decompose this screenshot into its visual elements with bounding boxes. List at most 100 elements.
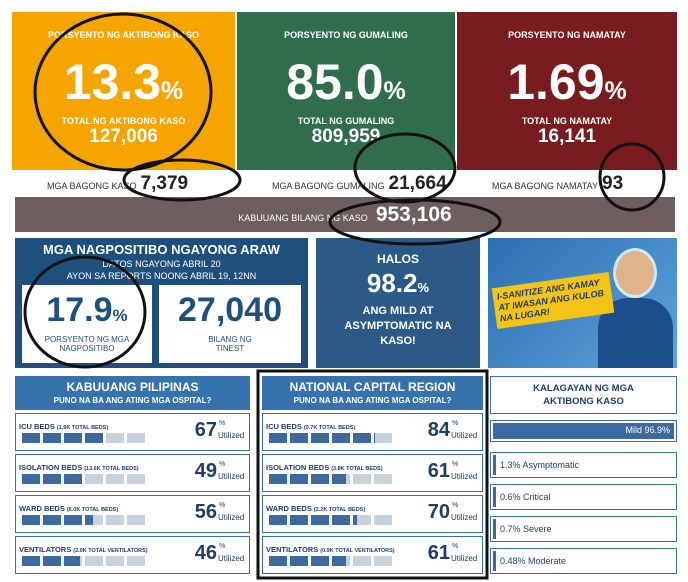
utilized-label: Utilized	[451, 554, 478, 563]
mild-prefix: HALOS	[377, 252, 419, 266]
bar-track	[269, 433, 395, 443]
row-label: VENTILATORS (0.9K TOTAL VENTILATORS)	[266, 539, 395, 557]
value: 98.2	[366, 268, 418, 298]
status-title: KALAGAYAN NG MGA AKTIBONG KASO	[533, 383, 634, 407]
row-label: ICU BEDS (0.7K TOTAL BEDS)	[266, 416, 355, 434]
bar-fill	[269, 556, 346, 566]
new-cases: MGA BAGONG KASO 7,379	[47, 170, 230, 197]
bar-fill	[269, 474, 346, 484]
summary-heading: PORSYENTO NG AKTIBONG KASO	[47, 30, 199, 40]
status-stripe	[493, 455, 496, 475]
status-item: 0.6% Critical	[490, 484, 677, 510]
bar-track	[269, 474, 395, 484]
row-name: ICU BEDS	[266, 422, 302, 431]
new-cases: MGA BAGONG GUMALING 21,664	[272, 170, 450, 197]
utilized-label: Utilized	[218, 472, 245, 481]
big-value: 98.2%	[316, 268, 480, 299]
poster-face	[613, 248, 657, 298]
percent-sign: %	[452, 543, 459, 550]
value: 85.0	[286, 54, 384, 110]
utilized: 56% Utilized	[189, 501, 249, 531]
percent-sign: %	[604, 77, 627, 105]
row-label: WARD BEDS (2.2K TOTAL BEDS)	[266, 498, 365, 516]
bar-fill	[269, 433, 375, 443]
value: 17.9	[46, 291, 113, 329]
utilized: 67% Utilized	[189, 419, 249, 449]
summary-box: PORSYENTO NG NAMATAY 1.69% TOTAL NG NAMATA…	[457, 12, 677, 170]
tested-box: 27,040 BILANG NG TINEST	[159, 285, 301, 363]
hospital-row: ICU BEDS (1.9K TOTAL BEDS) 67% Utilized	[15, 413, 250, 451]
summary-heading: PORSYENTO NG GUMALING	[284, 30, 408, 40]
mild-panel: HALOS 98.2% ANG MILD AT ASYMPTOMATIC NA KA…	[316, 238, 480, 368]
hospital-row: ISOLATION BEDS (13.6K TOTAL BEDS) 49% Utili…	[15, 454, 250, 492]
percent-sign: %	[219, 420, 226, 427]
utilized: 46% Utilized	[189, 542, 249, 572]
status-label: Mild 96.9%	[625, 425, 670, 435]
utilized-label: Utilized	[218, 554, 245, 563]
utilized-value: 46	[194, 542, 217, 564]
utilized-value: 70	[427, 501, 450, 523]
row-capacity: (13.6K TOTAL BEDS)	[84, 466, 139, 472]
total-label: TOTAL NG AKTIBONG KASO	[61, 116, 186, 126]
row-label: VENTILATORS (2.0K TOTAL VENTILATORS)	[19, 539, 148, 557]
status-item: 0.48% Moderate	[490, 548, 677, 574]
total-value: 127,006	[89, 126, 158, 147]
utilized-value: 61	[427, 542, 450, 564]
total-value: 809,959	[311, 126, 381, 147]
status-stripe	[493, 519, 496, 539]
panel-title: NATIONAL CAPITAL REGION	[289, 380, 456, 394]
hospital-row: VENTILATORS (2.0K TOTAL VENTILATORS) 46% Ut…	[15, 536, 250, 574]
row-name: WARD BEDS	[19, 504, 65, 513]
summary-box: PORSYENTO NG GUMALING 85.0% TOTAL NG GUMAL…	[237, 12, 455, 170]
positivity-title: MGA NAGPOSITIBO NGAYONG ARAW	[43, 242, 280, 257]
percent-sign: %	[417, 280, 430, 295]
row-label: ISOLATION BEDS (13.6K TOTAL BEDS)	[19, 457, 139, 475]
utilized-label: Utilized	[451, 472, 478, 481]
bar-fill	[22, 474, 84, 484]
row-name: VENTILATORS	[266, 545, 319, 554]
row-capacity: (1.9K TOTAL BEDS)	[56, 425, 109, 431]
utilized-value: 67	[194, 419, 217, 441]
new-label: MGA BAGONG KASO	[47, 181, 137, 191]
poster: I-SANITIZE ANG KAMAY AT IWASAN ANG KULOB…	[488, 238, 677, 368]
status-header: KALAGAYAN NG MGA AKTIBONG KASO	[490, 376, 677, 414]
summary-box: PORSYENTO NG AKTIBONG KASO 13.3% TOTAL NG …	[12, 12, 235, 170]
bar-track	[22, 556, 148, 566]
bar-fill	[22, 433, 107, 443]
row-label: ISOLATION BEDS (3.8K TOTAL BEDS)	[266, 457, 383, 475]
status-label: 1.3% Asymptomatic	[500, 460, 580, 470]
new-label: MGA BAGONG GUMALING	[272, 181, 385, 191]
utilized-label: Utilized	[451, 513, 478, 522]
positivity-date: DATOS NGAYONG ABRIL 20	[102, 259, 221, 269]
utilized-label: Utilized	[451, 431, 478, 440]
value: 13.3	[63, 54, 162, 110]
row-label: WARD BEDS (6.0K TOTAL BEDS)	[19, 498, 118, 516]
status-label: 0.6% Critical	[500, 492, 551, 502]
status-label: 0.48% Moderate	[500, 556, 567, 566]
status-label: 0.7% Severe	[500, 524, 552, 534]
percent-sign: %	[383, 77, 406, 105]
status-fill	[493, 423, 674, 439]
row-capacity: (3.8K TOTAL BEDS)	[331, 466, 383, 472]
status-item: 1.3% Asymptomatic	[490, 452, 677, 478]
status-stripe	[493, 487, 496, 507]
utilized-value: 61	[427, 460, 450, 482]
row-label: ICU BEDS (1.9K TOTAL BEDS)	[19, 416, 108, 434]
hospital-row: ICU BEDS (0.7K TOTAL BEDS) 84% Utilized	[262, 413, 483, 451]
positivity-source: AYON SA REPORTS NOONG ABRIL 19, 12NN	[66, 271, 257, 281]
big-value: 1.69%	[457, 54, 677, 123]
total-label: TOTAL NG NAMATAY	[521, 116, 613, 126]
utilized-value: 84	[427, 419, 450, 441]
bar-fill	[269, 515, 358, 525]
big-value: 13.3%	[12, 54, 235, 123]
bar-track	[269, 515, 395, 525]
percent-sign: %	[219, 461, 226, 468]
panel-subtitle: PUNO NA BA ANG ATING MGA OSPITAL?	[293, 396, 452, 405]
percent-sign: %	[112, 306, 128, 325]
new-value: 21,664	[388, 173, 447, 194]
hospital-row: WARD BEDS (6.0K TOTAL BEDS) 56% Utilized	[15, 495, 250, 533]
bar-fill	[22, 515, 93, 525]
bar-track	[22, 515, 148, 525]
total-label: TOTAL NG GUMALING	[297, 116, 395, 126]
